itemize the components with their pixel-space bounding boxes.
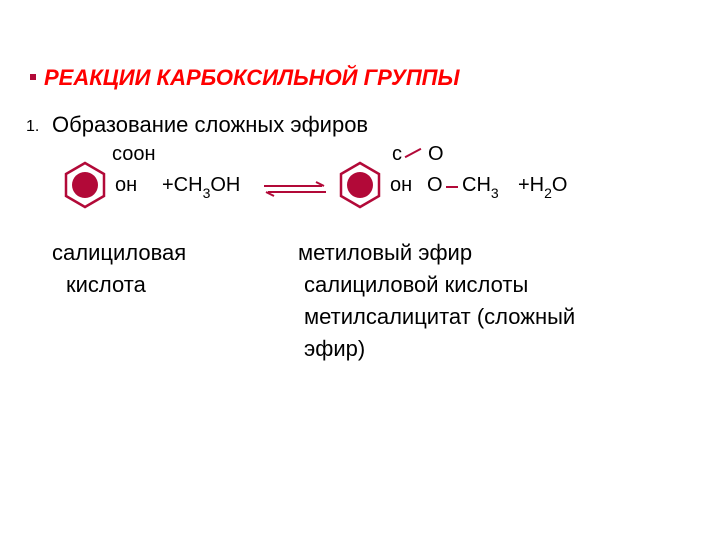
bond-line-1 <box>405 148 422 158</box>
ch3-pre: СН <box>462 174 491 196</box>
ch3oh-sub: 3 <box>203 185 211 201</box>
ch3-label: СН3 <box>462 174 499 199</box>
h2o-sub: 2 <box>544 185 552 201</box>
oh2-label: он <box>390 174 412 197</box>
product-label-3: метилсалицитат (сложный <box>304 304 575 330</box>
equilibrium-arrow-icon <box>260 180 330 203</box>
oh1-label: он <box>115 174 137 197</box>
benzene-ring-1 <box>60 160 110 215</box>
o-top-label: О <box>428 143 444 166</box>
title-text: РЕАКЦИИ КАРБОКСИЛЬНОЙ ГРУППЫ <box>44 65 460 90</box>
bullet-icon <box>30 74 36 80</box>
subtitle-text: Образование сложных эфиров <box>52 112 368 138</box>
ch3oh-label: +СН3ОН <box>162 174 240 199</box>
product-label-4: эфир) <box>304 336 365 362</box>
product-label-1: метиловый эфир <box>298 240 472 266</box>
product-label-2: салициловой кислоты <box>304 272 528 298</box>
ch3-sub: 3 <box>491 185 499 201</box>
list-number: 1. <box>26 118 39 136</box>
slide-title: РЕАКЦИИ КАРБОКСИЛЬНОЙ ГРУППЫ <box>30 65 460 91</box>
salicylic-label-2: кислота <box>66 272 146 298</box>
o-mid-label: О <box>427 174 443 197</box>
h2o-post: О <box>552 174 568 196</box>
ch3oh-pre: +СН <box>162 174 203 196</box>
c-label: с <box>392 143 402 166</box>
h2o-pre: +Н <box>518 174 544 196</box>
bond-line-2 <box>446 186 458 188</box>
salicylic-label-1: салициловая <box>52 240 186 266</box>
benzene-ring-2 <box>335 160 385 215</box>
ch3oh-post: ОН <box>210 174 240 196</box>
cooh-label: соон <box>112 143 156 166</box>
h2o-label: +Н2О <box>518 174 567 199</box>
